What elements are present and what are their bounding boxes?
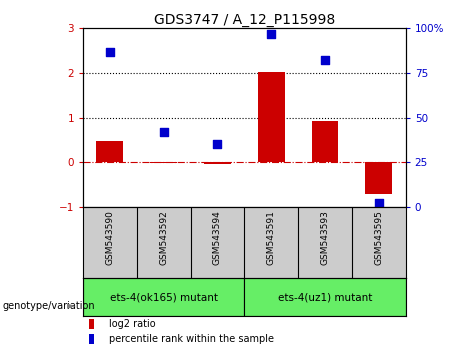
Point xyxy=(375,200,383,206)
Point xyxy=(106,49,113,55)
Bar xyxy=(312,121,338,162)
Text: log2 ratio: log2 ratio xyxy=(109,319,155,329)
Point xyxy=(267,31,275,36)
Text: ►: ► xyxy=(67,301,76,311)
Text: genotype/variation: genotype/variation xyxy=(2,301,95,311)
Title: GDS3747 / A_12_P115998: GDS3747 / A_12_P115998 xyxy=(154,13,335,27)
Bar xyxy=(365,162,392,194)
Bar xyxy=(150,162,177,164)
Text: ets-4(ok165) mutant: ets-4(ok165) mutant xyxy=(110,292,218,302)
Text: GSM543594: GSM543594 xyxy=(213,210,222,265)
Text: GSM543591: GSM543591 xyxy=(267,210,276,265)
Text: GSM543590: GSM543590 xyxy=(106,210,114,265)
Text: percentile rank within the sample: percentile rank within the sample xyxy=(109,334,274,344)
Bar xyxy=(244,278,406,316)
Point xyxy=(321,58,329,63)
Point xyxy=(160,129,167,135)
Text: GSM543595: GSM543595 xyxy=(374,210,383,265)
Bar xyxy=(96,141,123,162)
Bar xyxy=(204,162,231,164)
Bar xyxy=(89,319,94,329)
Bar xyxy=(89,334,94,344)
Bar xyxy=(83,278,244,316)
Point xyxy=(214,142,221,147)
Text: GSM543592: GSM543592 xyxy=(159,210,168,265)
Text: GSM543593: GSM543593 xyxy=(320,210,330,265)
Text: ets-4(uz1) mutant: ets-4(uz1) mutant xyxy=(278,292,372,302)
Bar xyxy=(258,72,284,162)
